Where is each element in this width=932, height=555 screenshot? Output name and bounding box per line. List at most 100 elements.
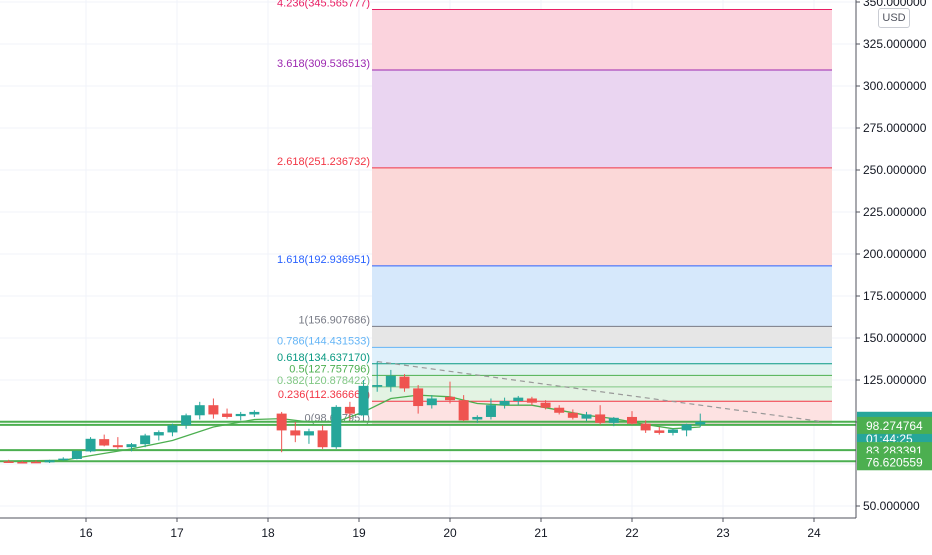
candle (667, 428, 678, 436)
candle (513, 395, 524, 406)
candle-body (290, 430, 301, 436)
candle-body (71, 450, 82, 459)
candle-body (554, 407, 565, 413)
time-tick-label: 24 (807, 526, 821, 540)
candle-body (581, 414, 592, 419)
candle (458, 395, 469, 422)
level-marker-label: 76.620559 (866, 455, 923, 469)
candle-body (654, 430, 665, 433)
candle (640, 420, 651, 433)
candle-body (208, 405, 219, 415)
candle (222, 408, 233, 419)
fib-level-label: 0.5(127.757796) (289, 363, 370, 375)
candle-body (595, 414, 606, 423)
candle (208, 398, 219, 419)
price-tick-label: 350.000000 (863, 0, 927, 9)
candle-body (331, 406, 342, 448)
candle (153, 430, 164, 441)
fib-zone (372, 347, 832, 364)
candle (17, 460, 28, 464)
candle (445, 381, 455, 404)
candle-body (140, 435, 151, 445)
trend-line (377, 360, 824, 423)
candle-body (472, 416, 483, 420)
candle-body (99, 439, 110, 446)
candle-body (44, 460, 55, 463)
fib-zone (372, 363, 832, 376)
currency-badge[interactable]: USD (878, 8, 910, 28)
candle-body (567, 412, 578, 418)
candle-body (344, 406, 355, 414)
candle-body (681, 424, 692, 431)
candle-body (372, 385, 383, 387)
candle-body (153, 432, 164, 436)
candle-body (222, 413, 233, 417)
price-tick-label: 275.000000 (863, 121, 927, 135)
candle (126, 443, 137, 452)
candle (30, 460, 41, 464)
candle-body (499, 401, 510, 406)
candle-body (30, 461, 41, 464)
fib-level-label: 2.618(251.236732) (277, 156, 370, 168)
candle-body (167, 425, 178, 433)
fib-level-label: 0.382(120.878422) (277, 375, 370, 387)
price-tick-label: 200.000000 (863, 247, 927, 261)
candle (290, 422, 301, 443)
candle (567, 409, 578, 420)
time-axis-bg (0, 518, 856, 550)
candle (317, 425, 328, 449)
time-tick-label: 17 (170, 526, 184, 540)
candle-body (317, 430, 328, 448)
fib-level-label: 3.618(309.536513) (277, 58, 370, 70)
level-marker (857, 416, 932, 434)
time-tick-label: 18 (261, 526, 275, 540)
candle (540, 400, 551, 410)
candle-body (458, 400, 469, 421)
candle-body (667, 429, 678, 433)
candle (167, 423, 178, 437)
candle (372, 361, 383, 392)
fib-zone (372, 326, 832, 348)
candle (554, 405, 565, 415)
price-tick-label: 150.000000 (863, 331, 927, 345)
candle (472, 415, 483, 423)
candle (249, 410, 260, 417)
candle (140, 433, 151, 448)
candle-body (17, 461, 28, 464)
fib-zone (372, 386, 832, 402)
candle (276, 411, 287, 453)
candle-body (85, 438, 96, 452)
candle (695, 413, 706, 428)
price-tick-label: 325.000000 (863, 37, 927, 51)
fib-level-label: 4.236(345.565777) (277, 0, 370, 9)
candle-body (413, 388, 424, 407)
candle-body (235, 413, 246, 417)
candle-body (3, 461, 14, 463)
candle-body (399, 376, 410, 389)
candle-body (194, 405, 205, 416)
candle (581, 411, 592, 422)
candle-body (181, 415, 192, 426)
fib-zone (372, 69, 832, 168)
price-tick-label: 175.000000 (863, 289, 927, 303)
price-tick-label: 225.000000 (863, 205, 927, 219)
candles (3, 361, 706, 464)
candle-body (695, 421, 706, 425)
candle-body (426, 398, 437, 406)
candle (608, 416, 619, 427)
candle-body (276, 413, 287, 431)
candle (426, 395, 437, 409)
candle-body (385, 375, 396, 387)
candle (385, 369, 396, 392)
candle (235, 411, 246, 421)
candle-body (513, 397, 524, 401)
price-tick-label: 250.000000 (863, 163, 927, 177)
candle (413, 385, 424, 414)
candle (99, 434, 110, 447)
time-tick-label: 19 (352, 526, 366, 540)
price-tick-label: 50.000000 (863, 499, 920, 513)
candle (681, 423, 692, 437)
candle (485, 398, 496, 420)
